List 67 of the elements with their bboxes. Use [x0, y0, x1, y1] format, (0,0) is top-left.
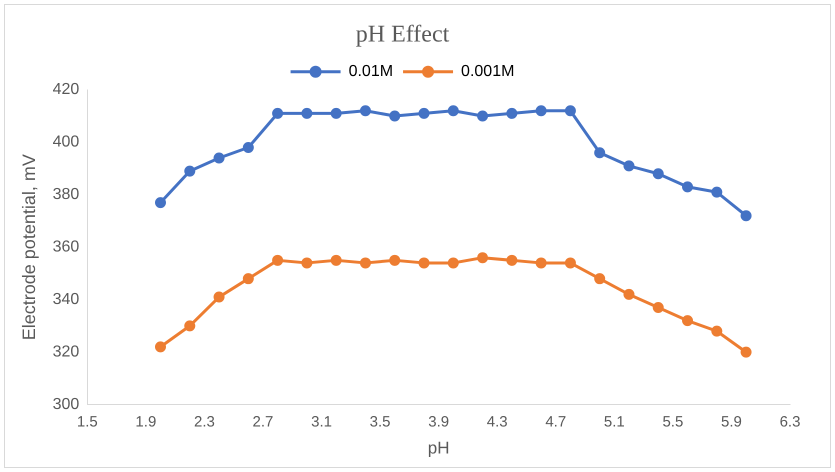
point: [389, 110, 400, 122]
x-tick-label: 6.3: [780, 414, 800, 431]
point: [536, 105, 547, 116]
x-tick-label: 5.5: [662, 414, 684, 431]
y-axis-title: Electrode potential, mV: [18, 154, 39, 340]
x-tick-label: 1.5: [76, 414, 98, 431]
x-tick-label: 2.3: [194, 414, 215, 431]
point: [740, 210, 752, 222]
point: [623, 160, 634, 172]
point: [623, 288, 634, 300]
point: [301, 108, 312, 119]
point: [242, 142, 254, 154]
point: [477, 110, 488, 122]
point: [448, 105, 459, 116]
y-tick-label: 300: [52, 396, 80, 414]
y-tick-label: 420: [52, 81, 80, 98]
point: [389, 254, 400, 266]
point: [711, 326, 722, 337]
point: [594, 147, 606, 158]
y-tick-label: 360: [52, 238, 80, 256]
point: [330, 254, 342, 266]
x-tick-label: 3.1: [311, 414, 332, 431]
point: [272, 254, 284, 266]
point: [184, 166, 196, 177]
y-tick-label: 340: [52, 291, 80, 308]
chart-title: pH Effect: [356, 22, 450, 48]
x-tick-label: 4.7: [545, 414, 566, 431]
point: [330, 108, 342, 119]
point: [506, 254, 518, 266]
point: [272, 108, 284, 119]
y-tick-label: 320: [52, 344, 80, 361]
point: [360, 257, 371, 268]
point: [184, 320, 196, 332]
point: [477, 252, 488, 264]
y-tick-label: 400: [52, 134, 80, 151]
point: [682, 315, 694, 326]
x-tick-label: 2.7: [252, 414, 274, 431]
point: [506, 108, 518, 119]
y-tick-label: 380: [52, 186, 80, 204]
point: [154, 197, 166, 208]
point: [418, 108, 430, 119]
x-tick-label: 1.9: [135, 414, 156, 431]
x-axis-title: pH: [428, 438, 450, 458]
point: [154, 341, 166, 352]
point: [740, 346, 752, 358]
point: [214, 292, 225, 303]
x-tick-label: 5.9: [721, 414, 742, 431]
point: [564, 257, 576, 268]
point: [564, 105, 576, 116]
x-tick-label: 3.5: [370, 414, 391, 431]
legend-label: 0.001M: [461, 63, 514, 80]
point: [536, 257, 547, 268]
x-tick-label: 3.9: [428, 414, 450, 431]
point: [652, 302, 664, 314]
point: [652, 168, 664, 180]
point: [214, 152, 225, 164]
point: [682, 181, 694, 192]
point: [242, 273, 254, 284]
legend-label: 0.01M: [348, 63, 394, 80]
point: [360, 105, 371, 116]
point: [711, 186, 722, 198]
point: [448, 257, 459, 268]
x-tick-label: 4.3: [486, 414, 508, 431]
point: [594, 273, 606, 284]
x-tick-label: 5.1: [604, 414, 625, 431]
point: [418, 257, 430, 268]
point: [301, 257, 312, 268]
